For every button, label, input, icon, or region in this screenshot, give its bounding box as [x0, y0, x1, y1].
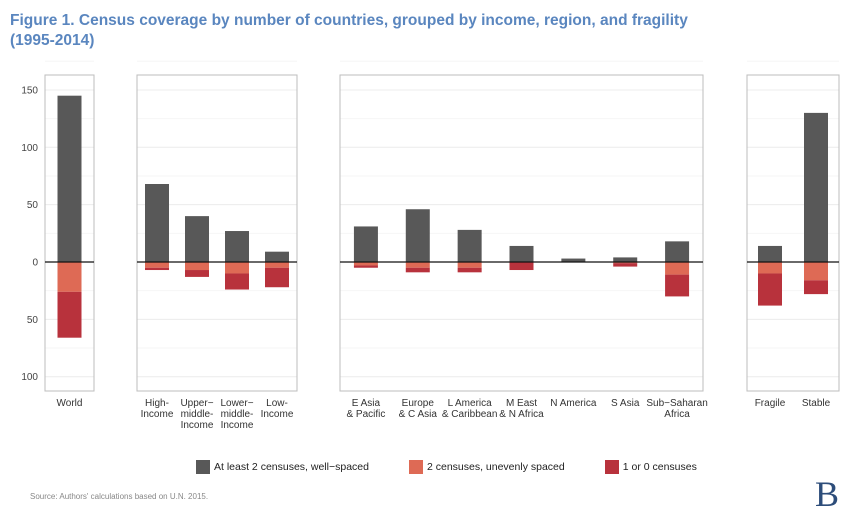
category-label: World [57, 398, 83, 409]
bar-well-spaced [509, 245, 534, 262]
bar-one-or-zero [613, 263, 638, 267]
category-label: Income [181, 420, 214, 431]
bar-one-or-zero [509, 262, 534, 271]
category-label: L America [448, 398, 493, 409]
category-label: Upper− [180, 398, 213, 409]
bar-one-or-zero [758, 273, 782, 306]
bar-well-spaced [758, 245, 782, 262]
legend: At least 2 censuses, well−spaced 2 censu… [196, 460, 727, 474]
category-label: E Asia [352, 398, 381, 409]
bar-unevenly-spaced [185, 262, 209, 271]
category-label: & C Asia [399, 409, 438, 420]
bar-well-spaced [185, 216, 209, 262]
bar-unevenly-spaced [405, 262, 430, 268]
legend-item-one-or-zero: 1 or 0 censuses [604, 460, 697, 474]
chart-title: Figure 1. Census coverage by number of c… [10, 11, 790, 51]
category-label: & N Africa [499, 409, 544, 420]
category-label: Stable [802, 398, 831, 409]
legend-label-one-or-zero: 1 or 0 censuses [622, 461, 697, 473]
category-label: M East [506, 398, 537, 409]
bar-unevenly-spaced [265, 262, 289, 268]
bar-well-spaced [265, 251, 289, 262]
panel-frame-fragility [746, 74, 840, 392]
bar-well-spaced [457, 229, 482, 262]
bar-well-spaced [804, 112, 828, 262]
bar-one-or-zero [145, 267, 169, 271]
legend-label-well-spaced: At least 2 censuses, well−spaced [214, 461, 369, 473]
panel-frame-region [339, 74, 704, 392]
bar-one-or-zero [185, 270, 209, 277]
bar-well-spaced [145, 184, 169, 262]
bar-unevenly-spaced [145, 262, 169, 268]
bar-unevenly-spaced [57, 262, 82, 292]
category-label: Income [221, 420, 254, 431]
brookings-logo: B [814, 474, 839, 514]
category-label: Income [141, 409, 174, 420]
bar-well-spaced [353, 226, 378, 262]
category-label: middle- [181, 409, 214, 420]
category-label: Sub−Saharan [646, 398, 707, 409]
bar-unevenly-spaced [457, 262, 482, 268]
category-label: Fragile [755, 398, 786, 409]
y-tick-label: 50 [27, 200, 39, 211]
bar-unevenly-spaced [665, 262, 690, 275]
legend-swatch-unevenly-spaced [408, 460, 423, 474]
bar-unevenly-spaced [758, 262, 782, 274]
bar-well-spaced [57, 95, 82, 262]
bar-one-or-zero [804, 280, 828, 295]
category-label: Africa [664, 409, 690, 420]
category-label: Europe [402, 398, 435, 409]
source-note: Source: Authors' calculations based on U… [30, 492, 209, 501]
bar-one-or-zero [665, 274, 690, 297]
category-label: N America [550, 398, 597, 409]
legend-swatch-well-spaced [196, 460, 210, 474]
y-tick-label: 50 [27, 315, 39, 326]
y-tick-label: 150 [21, 85, 38, 96]
bar-one-or-zero [353, 265, 378, 268]
y-tick-label: 100 [21, 143, 38, 154]
panel-frame-income [136, 74, 298, 392]
category-label: middle- [221, 409, 254, 420]
category-label: & Caribbean [442, 409, 498, 420]
bar-one-or-zero [405, 267, 430, 273]
bar-well-spaced [561, 258, 586, 262]
y-tick-label: 0 [32, 258, 38, 269]
bar-unevenly-spaced [225, 262, 249, 274]
category-label: High- [145, 398, 169, 409]
legend-item-well-spaced: At least 2 censuses, well−spaced [196, 460, 369, 474]
chart-title-line2: (1995-2014) [10, 32, 95, 49]
bar-one-or-zero [225, 273, 249, 290]
bar-unevenly-spaced [804, 262, 828, 281]
chart-title-line1: Figure 1. Census coverage by number of c… [10, 12, 688, 29]
bar-well-spaced [613, 257, 638, 262]
bar-well-spaced [405, 209, 430, 262]
bar-well-spaced [665, 241, 690, 262]
category-label: Low- [266, 398, 288, 409]
y-tick-label: 100 [21, 372, 38, 383]
bar-well-spaced [225, 231, 249, 262]
bar-one-or-zero [457, 267, 482, 273]
category-label: & Pacific [346, 409, 385, 420]
category-label: Income [261, 409, 294, 420]
legend-swatch-one-or-zero [604, 460, 619, 474]
legend-label-unevenly-spaced: 2 censuses, unevenly spaced [426, 461, 565, 473]
legend-item-unevenly-spaced: 2 censuses, unevenly spaced [408, 460, 565, 474]
category-label: S Asia [611, 398, 640, 409]
panel-frame-world [44, 74, 95, 392]
bar-one-or-zero [265, 267, 289, 288]
bar-unevenly-spaced [353, 262, 378, 266]
category-label: Lower− [220, 398, 253, 409]
bar-one-or-zero [57, 291, 82, 338]
